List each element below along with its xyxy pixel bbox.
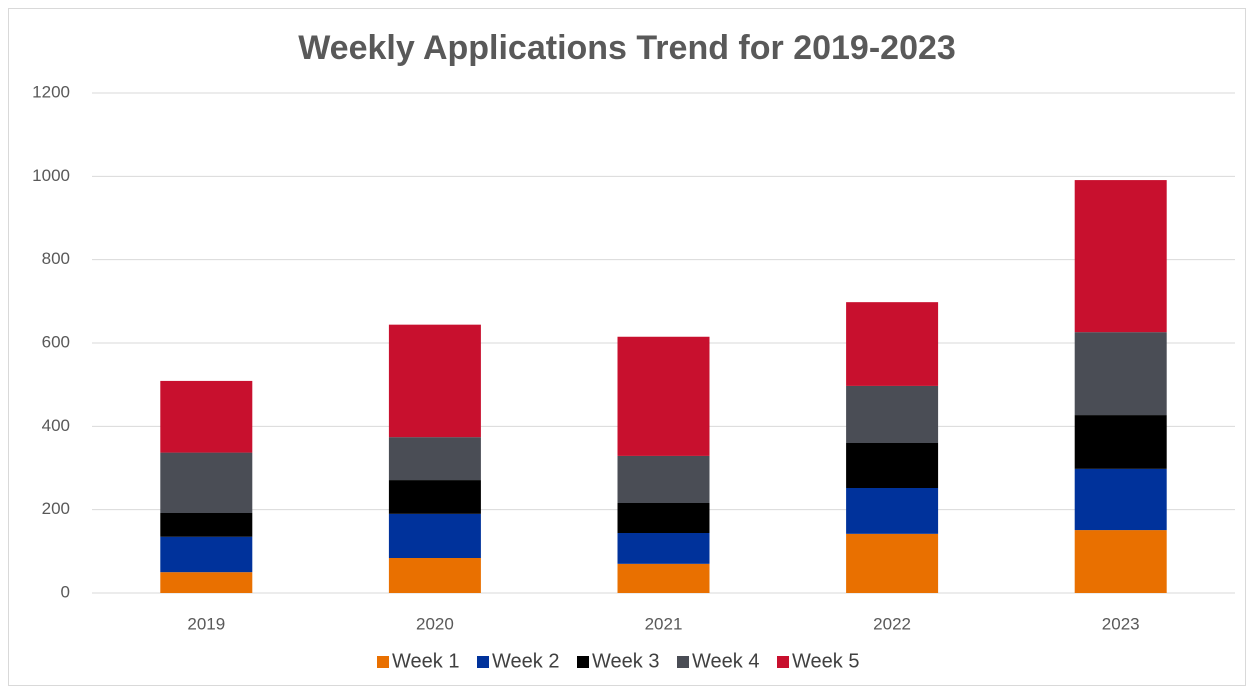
bar-segment <box>846 302 939 386</box>
bar-segment <box>160 572 253 593</box>
bar-segment <box>388 480 481 514</box>
legend-swatch <box>377 656 389 668</box>
bar-segment <box>388 324 481 438</box>
legend-label: Week 4 <box>692 650 759 672</box>
legend-swatch <box>477 656 489 668</box>
y-tick-label: 1000 <box>32 166 70 185</box>
y-tick-label: 1200 <box>32 82 70 101</box>
x-tick-label: 2020 <box>416 614 454 633</box>
bar-segment <box>160 452 253 513</box>
bar-segment <box>617 533 710 564</box>
bar-segment <box>617 336 710 456</box>
bar-segment <box>1074 468 1167 531</box>
y-tick-label: 200 <box>42 499 70 518</box>
bar-segment <box>160 513 253 537</box>
x-tick-label: 2021 <box>645 614 683 633</box>
bar-segment <box>846 385 939 443</box>
bar-segment <box>160 380 253 453</box>
bar-segment <box>1074 415 1167 469</box>
bar-segment <box>160 536 253 573</box>
legend-label: Week 3 <box>592 650 659 672</box>
chart-title: Weekly Applications Trend for 2019-2023 <box>298 29 956 67</box>
bar-segment <box>617 503 710 533</box>
legend-label: Week 5 <box>792 650 859 672</box>
y-tick-label: 600 <box>42 332 70 351</box>
bar-segment <box>1074 332 1167 416</box>
bar-segment <box>846 443 939 488</box>
bar-segment <box>846 533 939 593</box>
bar-segment <box>617 563 710 593</box>
x-tick-label: 2019 <box>187 614 225 633</box>
x-tick-label: 2023 <box>1102 614 1140 633</box>
legend-swatch <box>577 656 589 668</box>
x-tick-label: 2022 <box>873 614 911 633</box>
bar-segment <box>388 558 481 593</box>
bar-segment <box>388 437 481 481</box>
y-tick-label: 0 <box>61 582 70 601</box>
legend-label: Week 2 <box>492 650 559 672</box>
bar-segment <box>846 488 939 534</box>
bar-segment <box>617 455 710 503</box>
y-tick-label: 400 <box>42 416 70 435</box>
bar-segment <box>388 513 481 558</box>
bar-segment <box>1074 180 1167 333</box>
y-tick-label: 800 <box>42 249 70 268</box>
bar-segment <box>1074 530 1167 593</box>
legend-swatch <box>777 656 789 668</box>
legend-swatch <box>677 656 689 668</box>
legend-label: Week 1 <box>392 650 459 672</box>
